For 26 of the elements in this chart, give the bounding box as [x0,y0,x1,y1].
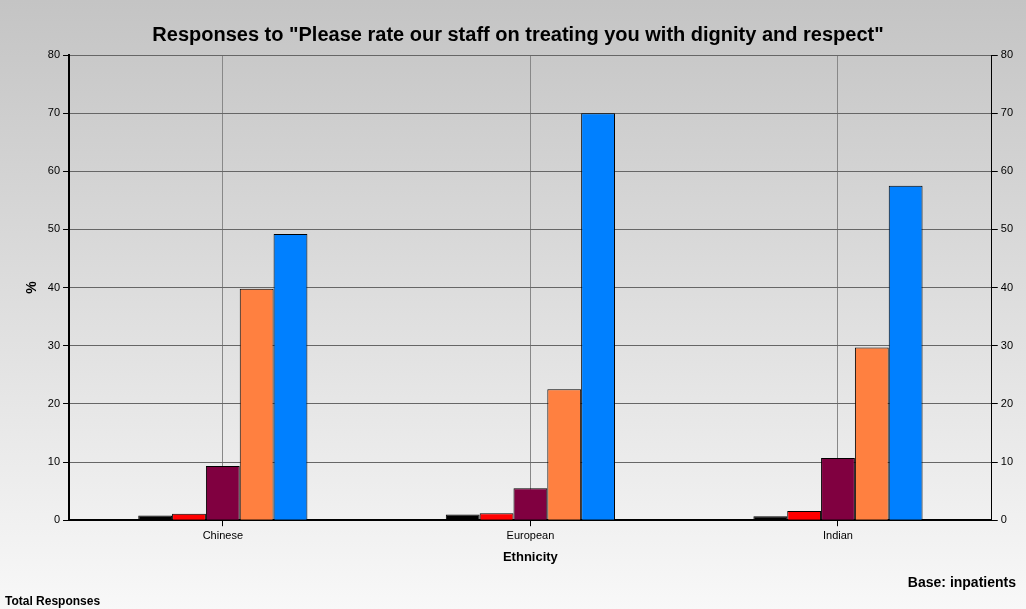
y2-tick-label: 30 [1000,338,1014,351]
y-tick-label: 50 [47,222,61,235]
y2-tick-label: 40 [1000,280,1014,293]
x-tick-label: Indian [822,528,853,541]
x-axis-title: Ethnicity [502,548,559,564]
y-tick-label: 70 [47,106,61,119]
y2-tick-label: 70 [1000,106,1014,119]
y-axis-title: % [23,280,40,294]
y2-tick-label: 0 [1000,513,1007,526]
y2-tick-label: 20 [1000,396,1014,409]
y-tick-label: 40 [47,280,61,293]
y-tick-label: 80 [47,48,61,61]
y2-tick-label: 50 [1000,222,1014,235]
y-tick-label: 20 [47,396,61,409]
x-tick-label: Chinese [202,528,243,541]
chart-title: Responses to "Please rate our staff on treating you with dignity and respect" [152,22,884,45]
text: Total Responses [5,594,101,608]
y-tick-label: 0 [53,513,61,526]
y-tick-label: 30 [47,338,61,351]
y2-tick-label: 80 [1000,48,1014,61]
y2-tick-label: 60 [1000,164,1014,177]
y2-tick-label: 10 [1000,455,1014,468]
x-tick-label: European [506,528,555,541]
text: Base: inpatients [907,574,1016,590]
y-tick-label: 10 [47,455,61,468]
y-tick-label: 60 [47,164,61,177]
